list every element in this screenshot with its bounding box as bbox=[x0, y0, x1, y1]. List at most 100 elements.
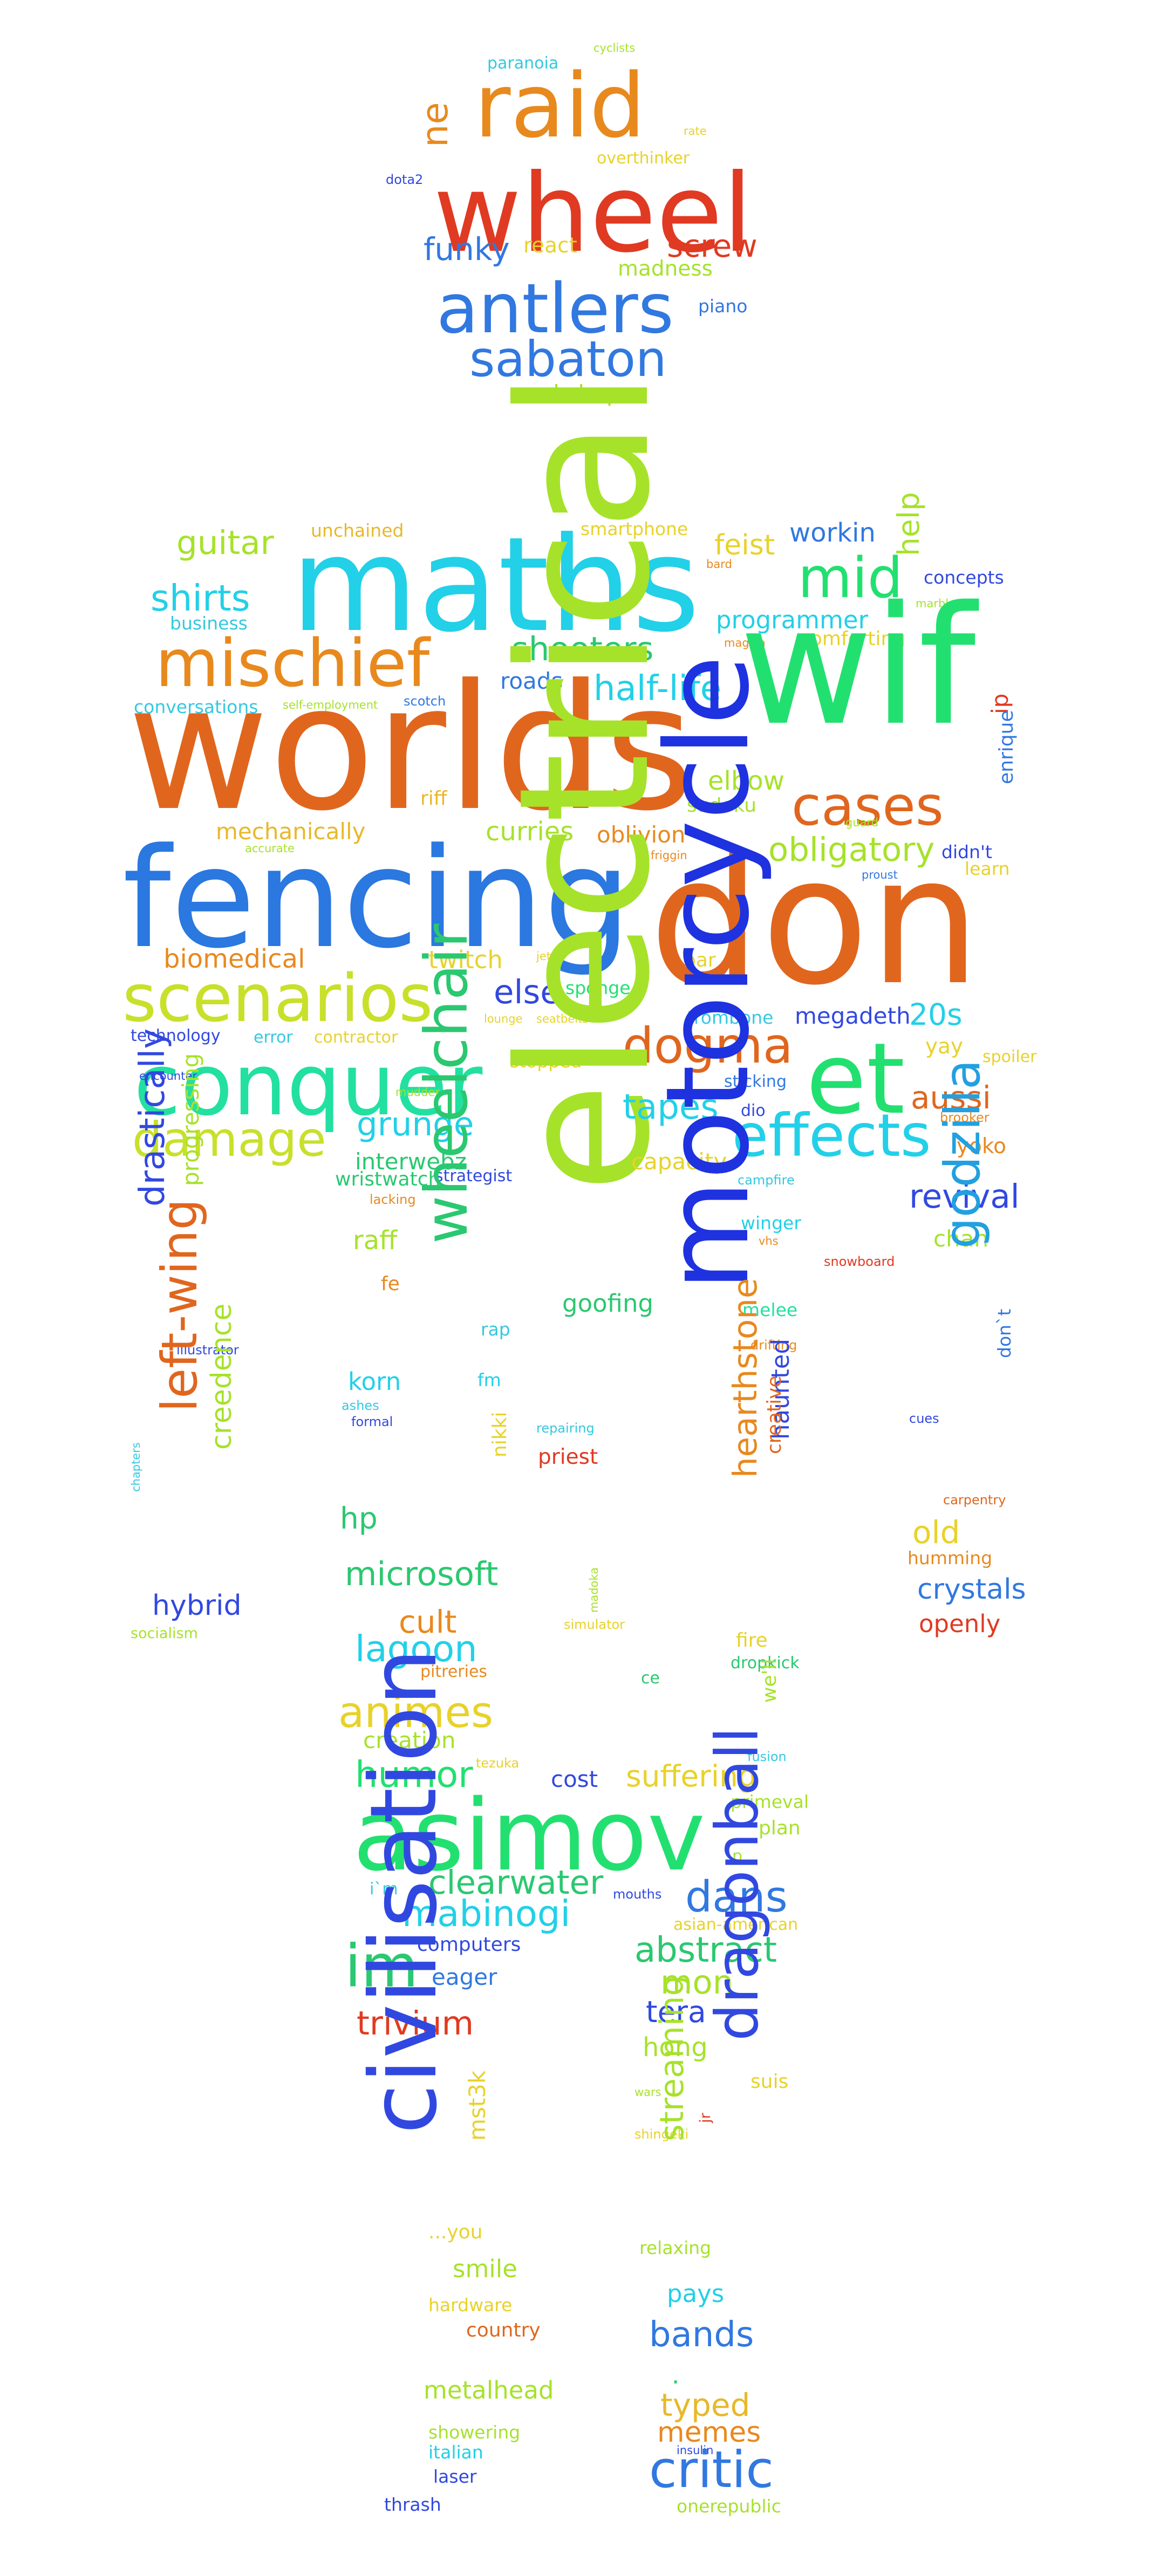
cloud-word: pitreries bbox=[420, 1662, 488, 1681]
cloud-word: primeval bbox=[731, 1791, 809, 1812]
cloud-word: pays bbox=[667, 2279, 725, 2308]
cloud-word: computers bbox=[417, 1934, 521, 1956]
cloud-word: fm bbox=[477, 1369, 501, 1390]
cloud-word: suis bbox=[750, 2071, 789, 2093]
cloud-word: sudoku bbox=[687, 794, 757, 817]
cloud-word: don bbox=[649, 819, 981, 1024]
cloud-word: et bbox=[806, 1022, 905, 1136]
cloud-word: raid bbox=[474, 54, 646, 157]
cloud-word: damage bbox=[132, 1112, 326, 1167]
cloud-word: im bbox=[345, 1932, 419, 2000]
cloud-word: clearwater bbox=[428, 1864, 604, 1902]
cloud-word: funky bbox=[424, 231, 510, 268]
cloud-word: typed bbox=[660, 2387, 750, 2423]
cloud-word: hardware bbox=[428, 2294, 513, 2315]
cloud-word: overthinker bbox=[597, 149, 690, 168]
cloud-word: sponge bbox=[565, 977, 631, 998]
cloud-word: roads bbox=[500, 668, 563, 694]
cloud-word: business bbox=[170, 613, 248, 634]
cloud-word: yoko bbox=[957, 1134, 1006, 1159]
cloud-word: ...you bbox=[428, 2221, 483, 2243]
cloud-word: country bbox=[466, 2319, 541, 2341]
cloud-word: marble bbox=[916, 597, 956, 610]
cloud-word: programmer bbox=[716, 606, 869, 634]
cloud-word: half-life bbox=[593, 669, 722, 709]
cloud-word: shirts bbox=[151, 577, 250, 619]
cloud-word: scenarios bbox=[122, 961, 433, 1037]
cloud-word: maths bbox=[291, 509, 700, 661]
cloud-word: biomedical bbox=[163, 944, 305, 974]
cloud-word: wheelchair bbox=[412, 923, 481, 1244]
cloud-word: mabinogi bbox=[402, 1893, 571, 1935]
cloud-word: guard bbox=[845, 816, 879, 829]
cloud-word: feist bbox=[714, 529, 775, 561]
cloud-word: strategist bbox=[435, 1167, 513, 1186]
cloud-word: error bbox=[254, 1028, 293, 1047]
cloud-word: thrash bbox=[384, 2494, 441, 2515]
cloud-word: fencing bbox=[122, 819, 631, 979]
cloud-word: bard bbox=[706, 558, 732, 571]
cloud-word: yay bbox=[925, 1034, 964, 1059]
cloud-word: lagoon bbox=[355, 1628, 477, 1670]
cloud-word: abstract bbox=[634, 1930, 777, 1970]
cloud-word: chapters bbox=[129, 1442, 142, 1492]
cloud-word: react bbox=[523, 234, 577, 258]
cloud-word: mst3k bbox=[464, 2070, 490, 2141]
cloud-word: workin bbox=[789, 518, 876, 548]
cloud-word: workshop bbox=[511, 380, 621, 407]
cloud-word: ashes bbox=[342, 1398, 379, 1413]
cloud-word: carpentry bbox=[943, 1492, 1006, 1508]
cloud-word: seatbelts bbox=[536, 1012, 589, 1025]
cloud-word: left-wing bbox=[152, 1198, 208, 1412]
cloud-word: conquer bbox=[134, 1036, 483, 1135]
cloud-word: proust bbox=[862, 868, 898, 881]
cloud-word: interwebz bbox=[355, 1148, 467, 1175]
cloud-word: shooters bbox=[511, 630, 654, 668]
cloud-word: goofing bbox=[562, 1289, 654, 1318]
cloud-word: trivium bbox=[357, 2004, 474, 2043]
cloud-word: laser bbox=[433, 2466, 477, 2487]
cloud-word: cases bbox=[791, 775, 944, 838]
cloud-word: drifting bbox=[750, 1338, 797, 1353]
cloud-word: onerepublic bbox=[677, 2496, 781, 2517]
cloud-word: . bbox=[672, 2361, 680, 2389]
cloud-word: raff bbox=[353, 1225, 398, 1256]
cloud-word: drastically bbox=[133, 1028, 173, 1207]
cloud-word: tera bbox=[646, 1995, 706, 2029]
cloud-word: spoiler bbox=[982, 1047, 1037, 1066]
cloud-word: trombone bbox=[687, 1007, 774, 1028]
cloud-word: asimov bbox=[353, 1778, 706, 1893]
cloud-word: fe bbox=[381, 1273, 400, 1295]
cloud-word: dans bbox=[685, 1872, 788, 1922]
cloud-word: tapes bbox=[623, 1087, 719, 1127]
cloud-word: dogma bbox=[623, 1018, 793, 1074]
cloud-word: rap bbox=[481, 1319, 510, 1340]
cloud-word: encounter bbox=[139, 1070, 197, 1083]
cloud-word: eager bbox=[432, 1964, 497, 1990]
cloud-word: oblivion bbox=[597, 821, 686, 848]
cloud-word: contractor bbox=[314, 1028, 398, 1047]
cloud-word: dropkick bbox=[731, 1654, 800, 1673]
cloud-word: wars bbox=[634, 2086, 661, 2099]
cloud-word: hong bbox=[643, 2032, 708, 2063]
cloud-word: friggin bbox=[651, 849, 687, 862]
cloud-word: twitch bbox=[428, 946, 503, 974]
cloud-word: campfire bbox=[738, 1173, 795, 1188]
cloud-word: bands bbox=[649, 2315, 754, 2355]
cloud-word: vhs bbox=[759, 1235, 779, 1248]
cloud-word: humming bbox=[907, 1547, 993, 1568]
cloud-word: ce bbox=[641, 1669, 660, 1688]
cloud-word: lounge bbox=[484, 1012, 523, 1025]
cloud-word: megadeth bbox=[795, 1003, 911, 1029]
cloud-word: smartphone bbox=[581, 518, 688, 539]
cloud-word: 20s bbox=[909, 997, 963, 1032]
cloud-word: self-employment bbox=[283, 698, 378, 711]
cloud-word: relaxing bbox=[639, 2237, 712, 2258]
cloud-word: progressing bbox=[178, 1053, 204, 1186]
cloud-word: comforting bbox=[800, 628, 906, 650]
cloud-word: insulin bbox=[677, 2444, 714, 2457]
cloud-word: critic bbox=[649, 2441, 774, 2499]
cloud-word: crystals bbox=[917, 1573, 1026, 1606]
cloud-word: piano bbox=[698, 296, 748, 317]
cloud-word: sabaton bbox=[469, 331, 667, 388]
